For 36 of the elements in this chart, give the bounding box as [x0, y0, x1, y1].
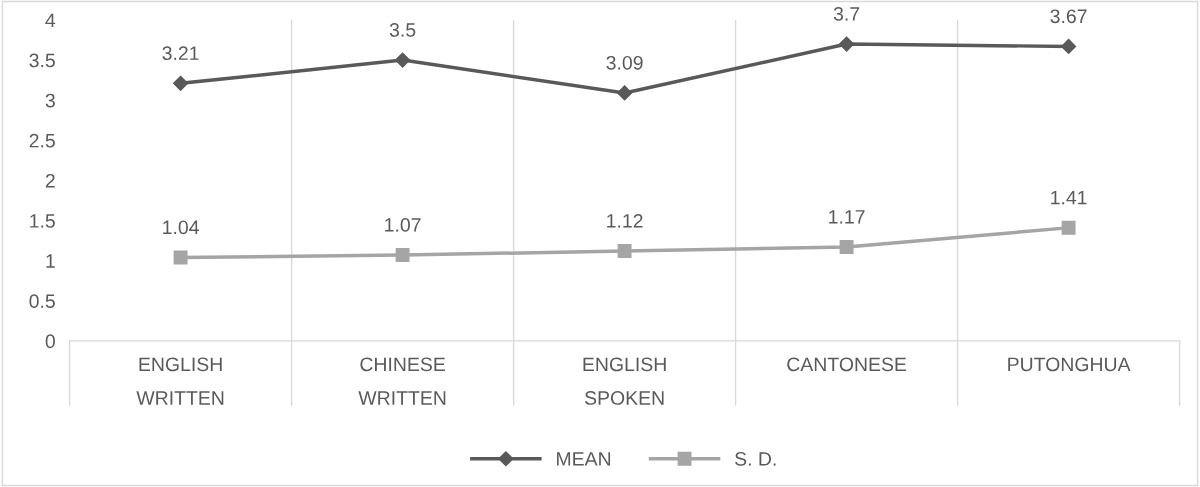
data-label: 1.41 [1051, 190, 1087, 205]
x-tick-label: ENGLISH SPOKEN [583, 357, 666, 405]
point [173, 75, 189, 91]
data-label: 1.04 [163, 220, 199, 235]
x-tick-label: CANTONESE [787, 357, 907, 372]
data-label: 3.09 [606, 55, 643, 70]
y-tick-label: 2 [45, 173, 55, 188]
data-label: 3.7 [833, 6, 860, 21]
point [617, 244, 632, 258]
data-label: 1.17 [829, 210, 865, 224]
point [395, 52, 411, 68]
legend-label: MEAN [557, 452, 611, 466]
x-tick-label: ENGLISH WRITTEN [136, 357, 224, 405]
point [395, 248, 410, 262]
data-label: 3.5 [389, 23, 416, 37]
point [617, 85, 633, 101]
y-tick-label: 0.5 [29, 294, 55, 309]
point [839, 240, 854, 254]
y-tick-label: 2.5 [29, 133, 55, 148]
y-tick-label: 4 [45, 13, 56, 28]
y-tick-label: 0 [45, 334, 55, 349]
data-label: 3.67 [1050, 9, 1087, 24]
data-label: 1.07 [385, 217, 421, 232]
y-tick-label: 3 [45, 93, 55, 108]
data-label: 1.12 [607, 213, 643, 228]
y-tick-label: 3.5 [29, 53, 55, 68]
legend-label: S. D. [735, 451, 776, 466]
x-tick-label: CHINESE WRITTEN [358, 357, 446, 405]
x-tick-label: PUTONGHUA [1008, 357, 1131, 372]
y-tick-label: 1.5 [30, 214, 55, 228]
point [1061, 220, 1076, 235]
point [839, 36, 855, 52]
y-tick-label: 1 [46, 254, 55, 268]
point [173, 250, 188, 265]
data-label: 3.21 [162, 46, 199, 61]
point [1061, 38, 1077, 55]
